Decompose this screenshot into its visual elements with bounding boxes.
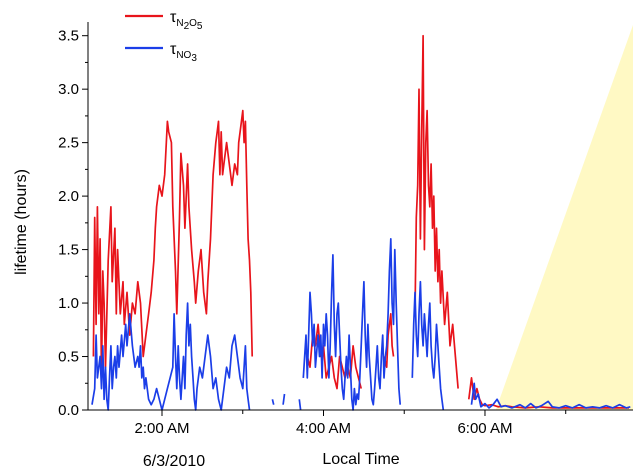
series-1-line-4	[302, 238, 402, 411]
series-0-line-1	[306, 323, 363, 390]
y-tick-label: 0.5	[58, 349, 79, 366]
series-1-line-0	[91, 302, 251, 411]
x-tick-group: 2:00 AM 4:00 AM 6:00 AM	[134, 410, 567, 437]
y-tick-label: 2.5	[58, 135, 79, 152]
y-tick-label: 1.0	[58, 295, 79, 312]
y-tick-label: 1.5	[58, 242, 79, 259]
series-1-line-6	[470, 382, 631, 409]
y-tick-label: 3.5	[58, 28, 79, 45]
y-tick-label: 0.0	[58, 402, 79, 419]
y-tick-label: 2.0	[58, 188, 79, 205]
series-1-line-5	[411, 280, 445, 411]
y-axis-title: lifetime (hours)	[13, 169, 30, 275]
x-tick-label: 4:00 AM	[296, 420, 351, 437]
legend: τN2O5 τNO3	[125, 9, 203, 64]
legend-label-n2o5: τN2O5	[170, 9, 203, 32]
series-1	[91, 238, 631, 411]
x-tick-label: 6:00 AM	[457, 420, 512, 437]
sunrise-shading	[495, 25, 633, 410]
series-0-line-2	[383, 312, 395, 369]
y-tick-label: 3.0	[58, 81, 79, 98]
date-label: 6/3/2010	[143, 453, 205, 470]
legend-label-no3: τNO3	[170, 41, 197, 64]
series-0-line-0	[92, 109, 254, 379]
series-1-line-1	[271, 399, 275, 405]
x-tick-label: 2:00 AM	[134, 420, 189, 437]
axes	[87, 22, 633, 411]
x-axis-title: Local Time	[322, 451, 399, 468]
y-tick-group: 0.0 0.5 1.0 1.5 2.0 2.5 3.0 3.5	[58, 28, 88, 419]
series-1-line-2	[282, 393, 286, 405]
series-0-line-3	[414, 34, 459, 389]
series-1-line-3	[298, 399, 302, 411]
series-layer	[91, 34, 631, 411]
